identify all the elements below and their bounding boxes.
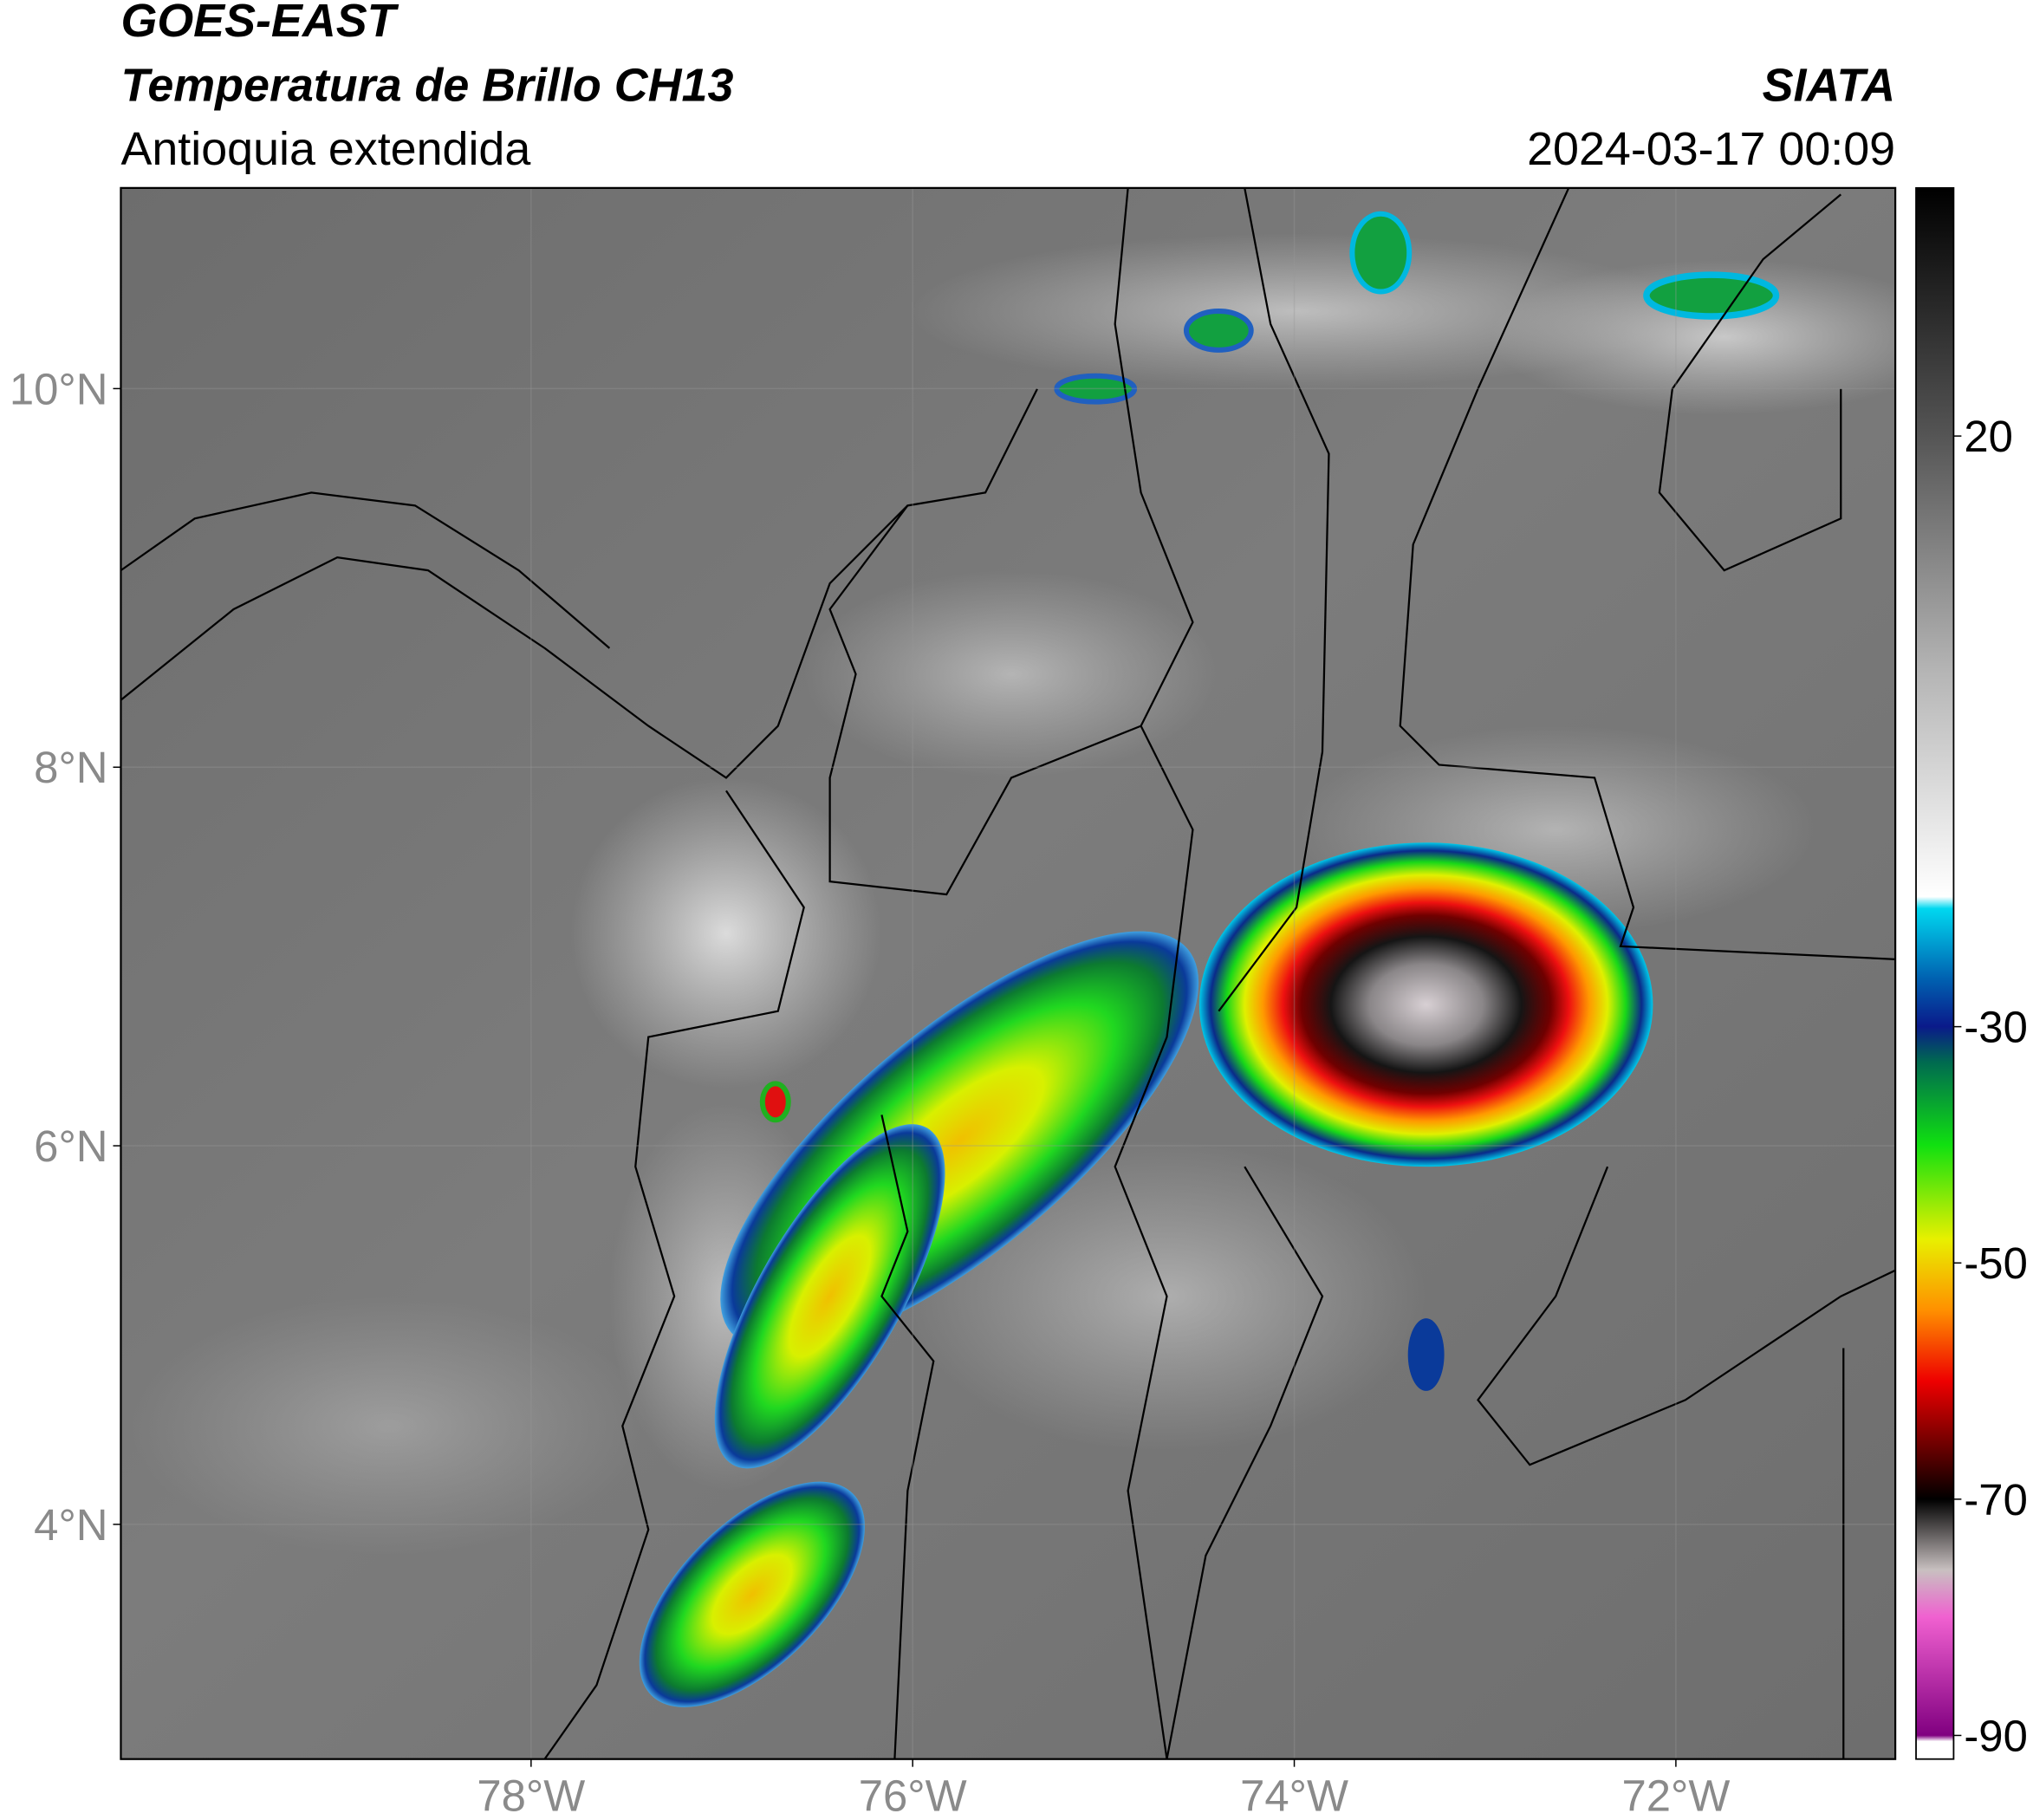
storm xyxy=(1198,842,1653,1167)
subtitle: Temperatura de Brillo CH13 xyxy=(120,60,733,112)
colorbar-tick-label: -70 xyxy=(1964,1475,2028,1524)
department xyxy=(1218,187,1330,1012)
grid xyxy=(120,187,1896,1759)
x-tick-label: 76°W xyxy=(859,1771,967,1820)
cloud xyxy=(570,777,882,1089)
colorbar-tick-label: -30 xyxy=(1964,1003,2028,1052)
cloud xyxy=(803,570,1219,778)
coastline xyxy=(120,491,611,649)
coastline xyxy=(120,388,1038,779)
y-tick-label: 8°N xyxy=(34,743,107,792)
agency: SIATA xyxy=(1763,60,1896,112)
department xyxy=(1166,1166,1324,1759)
storm xyxy=(1183,308,1254,353)
cloud xyxy=(1491,259,1896,415)
x-tick-label: 72°W xyxy=(1621,1771,1730,1820)
map-image xyxy=(120,187,1896,1759)
colorbar-ticks: 20 -30 -50 -70 -90 xyxy=(1953,412,2028,1760)
department xyxy=(1114,187,1194,1759)
coastline xyxy=(543,790,805,1759)
storm xyxy=(1054,373,1138,405)
storm xyxy=(759,1081,791,1123)
border xyxy=(1477,1166,1896,1466)
title: GOES-EAST xyxy=(120,0,399,47)
region: Antioquia extendida xyxy=(120,123,530,175)
department xyxy=(828,504,1142,896)
department xyxy=(880,1115,935,1759)
x-tick-label: 78°W xyxy=(477,1771,585,1820)
colorbar xyxy=(1915,186,1955,1760)
y-tick-label: 10°N xyxy=(10,364,108,413)
map-frame xyxy=(120,186,1897,1760)
storm xyxy=(639,1481,865,1707)
storm xyxy=(1407,1318,1445,1391)
y-tick-label: 6°N xyxy=(34,1121,107,1171)
colorbar-tick-label: -50 xyxy=(1964,1238,2028,1288)
cloud xyxy=(129,1296,649,1556)
colorbar-tick-label: -90 xyxy=(1964,1711,2028,1760)
cloud xyxy=(907,233,1686,389)
datetime: 2024-03-17 00:09 xyxy=(1527,123,1895,175)
boundaries xyxy=(120,187,1896,1759)
storm xyxy=(1349,211,1413,295)
border xyxy=(1399,187,1896,960)
coastline xyxy=(1658,193,1842,572)
x-tick-label: 74°W xyxy=(1240,1771,1348,1820)
y-tick-label: 4°N xyxy=(34,1500,107,1550)
colorbar-tick-label: 20 xyxy=(1964,412,2013,461)
storm xyxy=(714,1124,945,1469)
storm xyxy=(1643,271,1780,320)
